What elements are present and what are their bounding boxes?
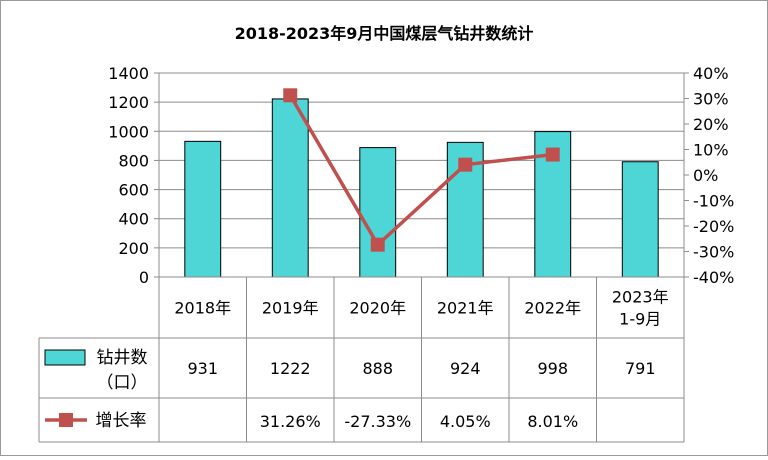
left-tick-label: 1200 (108, 93, 149, 112)
bar-legend-key (44, 349, 86, 366)
axes: 0 200 400 600 800 1000 1200 1400 -40% -30% -20% -10… (108, 64, 734, 287)
bar-value-label: 1222 (270, 359, 311, 378)
left-tick-label: 1000 (108, 122, 149, 141)
left-tick-label: 400 (118, 210, 149, 229)
bar-value-label: 931 (187, 359, 218, 378)
right-tick-label: 30% (693, 90, 729, 109)
right-tick-label: -10% (693, 192, 734, 211)
bar-value-label: 888 (362, 359, 393, 378)
line-series (283, 88, 560, 252)
bar (184, 140, 222, 278)
category-label: 2023年 (612, 288, 669, 307)
growth-marker (458, 157, 473, 172)
gridlines (159, 72, 684, 249)
right-tick-label: 40% (693, 64, 729, 83)
category-label: 2020年 (349, 299, 406, 318)
bar-series-name: 钻井数 (97, 348, 148, 368)
left-tick-label: 0 (139, 268, 149, 287)
chart-title: 2018-2023年9月中国煤层气钻井数统计 (235, 24, 534, 43)
right-tick-label: -40% (693, 268, 734, 287)
left-tick-label: 200 (118, 239, 149, 258)
category-label: 2021年 (437, 299, 494, 318)
bar-series-unit: （口） (97, 373, 148, 393)
growth-marker (283, 88, 298, 103)
right-tick-label: -20% (693, 217, 734, 236)
line-legend-marker (59, 413, 73, 427)
right-tick-label: -30% (693, 243, 734, 262)
right-tick-label: 10% (693, 141, 729, 160)
category-label: 2019年 (262, 299, 319, 318)
left-tick-label: 1400 (108, 64, 149, 83)
left-tick-label: 800 (118, 151, 149, 170)
growth-marker (370, 237, 385, 252)
bar-value-label: 791 (625, 359, 656, 378)
bar-series (184, 98, 659, 278)
growth-marker (545, 147, 560, 162)
bar-value-label: 924 (450, 359, 481, 378)
growth-value-label: -27.33% (344, 412, 411, 431)
bar (621, 161, 659, 278)
category-label: 2018年 (174, 299, 231, 318)
bar (271, 98, 309, 278)
right-tick-label: 0% (693, 166, 718, 185)
growth-value-label: 8.01% (527, 412, 578, 431)
growth-value-label: 31.26% (260, 412, 321, 431)
bar-value-label: 998 (537, 359, 568, 378)
left-tick-label: 600 (118, 181, 149, 200)
right-tick-label: 20% (693, 115, 729, 134)
growth-line (288, 94, 553, 248)
line-series-name: 增长率 (96, 411, 147, 431)
bar (359, 147, 397, 278)
category-label: 2022年 (524, 299, 581, 318)
category-label: 1-9月 (619, 310, 661, 329)
growth-value-label: 4.05% (440, 412, 491, 431)
